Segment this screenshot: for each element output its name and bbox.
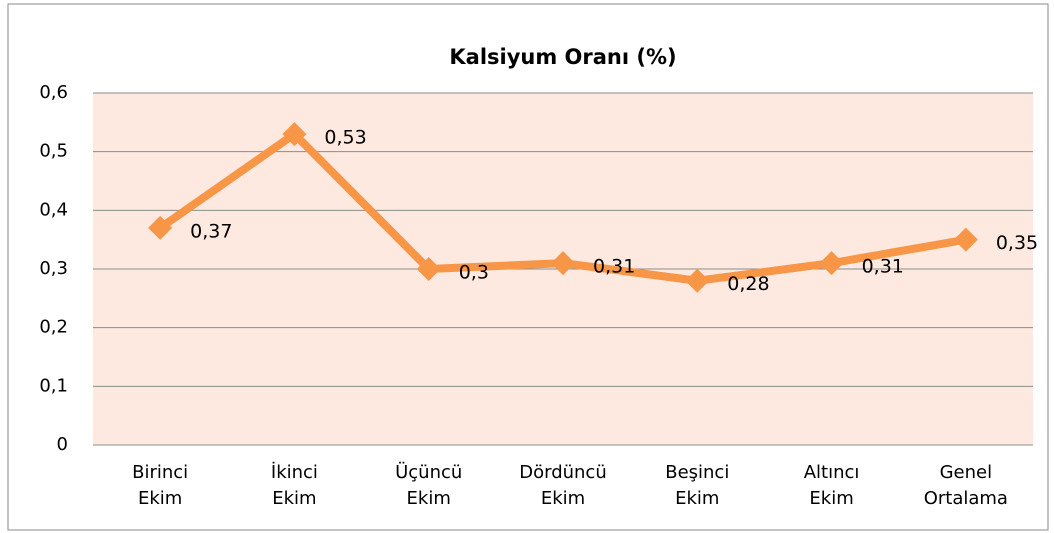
y-tick-label: 0,3 (39, 258, 68, 279)
x-tick-label: Genel Ortalama (923, 462, 1008, 509)
x-tick-label: Altıncı Ekim (803, 462, 860, 509)
x-tick-label: Üçüncü Ekim (395, 462, 463, 509)
marker (953, 227, 978, 252)
y-tick-label: 0,5 (39, 141, 68, 162)
y-tick-label: 0 (57, 434, 68, 455)
marker (685, 268, 710, 293)
marker (819, 251, 844, 276)
marker (416, 257, 441, 281)
y-tick-label: 0,4 (39, 199, 68, 220)
x-tick-label: Dördüncü Ekim (519, 462, 607, 509)
marker (148, 215, 173, 240)
x-tick-label: İkinci Ekim (270, 462, 318, 509)
data-label: 0,3 (459, 262, 489, 284)
chart-title: Kalsiyum Oranı (%) (449, 45, 676, 69)
x-tick-label: Beşinci Ekim (665, 462, 730, 509)
data-label: 0,37 (190, 220, 232, 242)
y-tick-label: 0,1 (39, 375, 68, 396)
marker (282, 122, 307, 147)
data-label: 0,28 (727, 273, 769, 295)
data-label: 0,35 (996, 232, 1038, 254)
data-label: 0,53 (324, 127, 366, 149)
y-tick-label: 0,2 (39, 317, 68, 338)
x-tick-label: Birinci Ekim (132, 462, 189, 509)
data-label: 0,31 (862, 256, 904, 278)
y-tick-label: 0,6 (39, 82, 68, 103)
data-label: 0,31 (593, 256, 635, 278)
marker (551, 251, 575, 276)
